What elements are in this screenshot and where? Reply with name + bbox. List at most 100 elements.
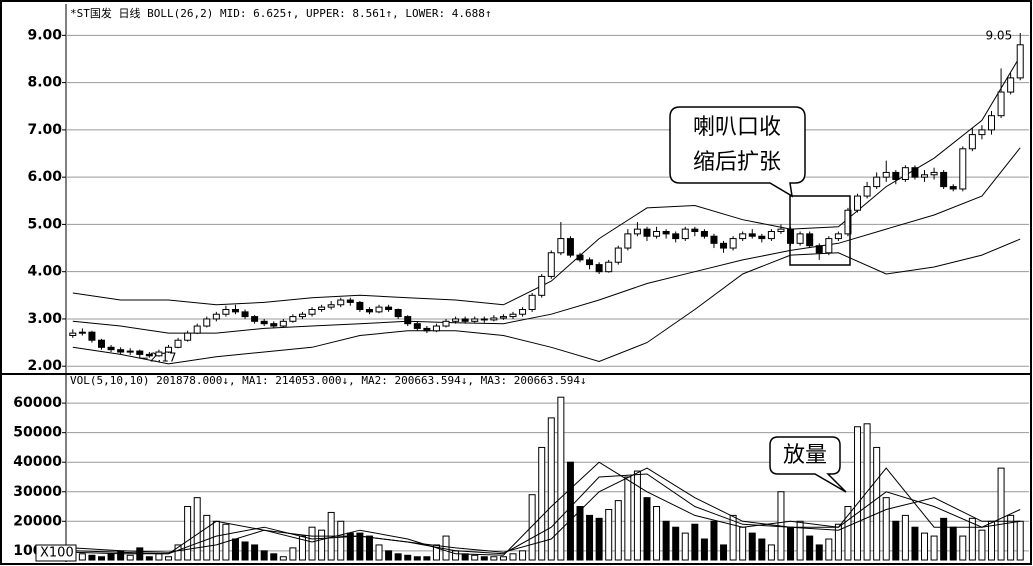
candle-body bbox=[385, 306, 393, 310]
unit-box bbox=[35, 544, 77, 562]
y-tick-label: 30000 bbox=[13, 484, 62, 500]
volume-bar bbox=[1016, 520, 1024, 561]
bands-line bbox=[72, 147, 1021, 334]
volume-bar bbox=[509, 553, 517, 561]
candle-body bbox=[88, 331, 96, 341]
candle-body bbox=[490, 317, 498, 321]
volume-bar bbox=[662, 520, 670, 561]
volume-bar bbox=[834, 523, 842, 561]
volume-bar bbox=[595, 517, 603, 561]
volume-bar bbox=[586, 514, 594, 561]
candle-body bbox=[231, 308, 239, 313]
volume-bar bbox=[394, 553, 402, 561]
high-label: 9.05 bbox=[985, 28, 1012, 42]
candle-body bbox=[586, 259, 594, 266]
candle-body bbox=[767, 231, 775, 240]
candle-body bbox=[413, 323, 421, 329]
candle-body bbox=[739, 233, 747, 240]
candle-body bbox=[356, 301, 364, 310]
candle-body bbox=[203, 318, 211, 327]
volume-bar bbox=[337, 520, 345, 561]
callout-bubble bbox=[669, 106, 806, 198]
candle-body bbox=[289, 316, 297, 322]
volume-bar bbox=[653, 506, 661, 561]
candle-body bbox=[298, 313, 306, 318]
volume-bar bbox=[174, 544, 182, 561]
volume-bar bbox=[901, 514, 909, 561]
candle-body bbox=[921, 174, 929, 178]
candle-body bbox=[432, 325, 440, 332]
candle-body bbox=[729, 238, 737, 249]
volume-bar bbox=[633, 470, 641, 561]
callout-text: 喇叭口收 bbox=[693, 115, 781, 140]
candle-body bbox=[911, 167, 919, 178]
volume-bar bbox=[911, 526, 919, 561]
volume-header: VOL(5,10,10) 201878.000↓, MA1: 214053.00… bbox=[70, 374, 587, 387]
volume-bar bbox=[251, 544, 259, 561]
candle-body bbox=[873, 176, 881, 188]
candle-body bbox=[796, 233, 804, 244]
volume-bar bbox=[806, 535, 814, 561]
volume-bar bbox=[844, 506, 852, 561]
volume-bar bbox=[739, 526, 747, 561]
candle-body bbox=[509, 313, 517, 318]
volume-bar bbox=[605, 508, 613, 561]
volume-bar bbox=[892, 520, 900, 561]
candle-body bbox=[547, 252, 555, 277]
candle-body bbox=[174, 339, 182, 348]
candle-body bbox=[710, 235, 718, 244]
ma-line bbox=[72, 473, 1021, 555]
ma-line bbox=[72, 461, 1021, 556]
candle-body bbox=[499, 316, 507, 319]
candle-body bbox=[461, 318, 469, 322]
volume-bar bbox=[423, 556, 431, 561]
candle-body bbox=[997, 91, 1005, 117]
candle-body bbox=[279, 320, 287, 327]
candle-body bbox=[394, 308, 402, 318]
low-label: 2.17 bbox=[150, 351, 177, 365]
volume-bar bbox=[356, 532, 364, 561]
volume-bar bbox=[720, 544, 728, 561]
price-header: *ST国发 日线 BOLL(26,2) MID: 6.625↑, UPPER: … bbox=[70, 6, 492, 20]
volume-bar bbox=[193, 497, 201, 561]
volume-bar bbox=[432, 544, 440, 561]
candle-body bbox=[968, 134, 976, 150]
candle-body bbox=[107, 346, 115, 351]
candle-body bbox=[614, 247, 622, 263]
volume-bar bbox=[614, 500, 622, 561]
volume-bar bbox=[461, 553, 469, 561]
candle-body bbox=[452, 318, 460, 322]
candle-body bbox=[241, 311, 249, 318]
volume-bar bbox=[930, 535, 938, 561]
y-tick-label: 6.00 bbox=[27, 169, 62, 185]
candle-body bbox=[155, 351, 163, 357]
volume-bar bbox=[78, 553, 86, 561]
candle-body bbox=[480, 318, 488, 321]
volume-bar bbox=[729, 514, 737, 561]
volume-bar bbox=[260, 550, 268, 561]
volume-bar bbox=[978, 529, 986, 561]
volume-bar bbox=[576, 506, 584, 561]
volume-bar bbox=[298, 535, 306, 561]
candle-body bbox=[988, 115, 996, 131]
y-tick-label: 60000 bbox=[13, 395, 62, 411]
candle-body bbox=[404, 316, 412, 325]
candle-body bbox=[643, 228, 651, 237]
y-tick-label: 2.00 bbox=[27, 358, 62, 374]
candle-body bbox=[901, 167, 909, 181]
volume-bar bbox=[643, 497, 651, 561]
candle-body bbox=[595, 264, 603, 273]
candle-body bbox=[471, 318, 479, 322]
candle-body bbox=[346, 299, 354, 303]
volume-bar bbox=[499, 556, 507, 561]
y-tick-label: 4.00 bbox=[27, 264, 62, 280]
candle-body bbox=[854, 195, 862, 211]
candle-body bbox=[815, 245, 823, 254]
volume-bar bbox=[231, 538, 239, 561]
volume-bar bbox=[126, 554, 134, 561]
volume-bar bbox=[155, 553, 163, 561]
volume-bar bbox=[519, 550, 527, 561]
volume-bar bbox=[815, 544, 823, 561]
